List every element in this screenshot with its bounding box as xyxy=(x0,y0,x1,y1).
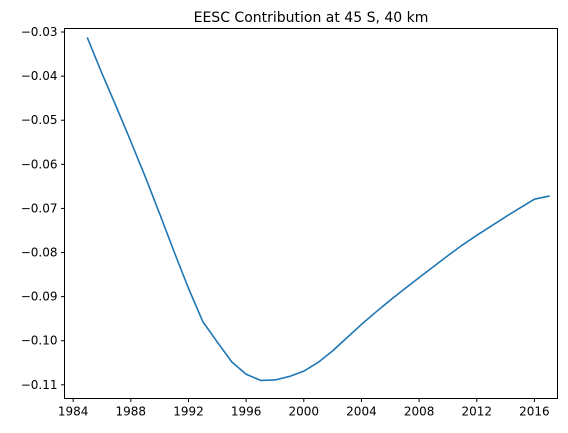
y-tick-label: −0.08 xyxy=(21,246,58,260)
y-tick-label: −0.05 xyxy=(21,113,58,127)
y-tick-label: −0.04 xyxy=(21,69,58,83)
x-tick-label: 2008 xyxy=(404,405,435,419)
series-line xyxy=(86,37,550,382)
x-tick-label: 2004 xyxy=(346,405,377,419)
y-tick-label: −0.09 xyxy=(21,290,58,304)
x-tick-label: 1992 xyxy=(173,405,204,419)
plot-frame xyxy=(64,28,558,399)
y-tick-label: −0.07 xyxy=(21,201,58,215)
x-tick-label: 2000 xyxy=(289,405,320,419)
series-layer xyxy=(86,37,550,382)
axis-ticks: 1984 1988 1992 1996 2000 2004 2008 2012 2016 −0.0… xyxy=(21,25,550,418)
y-tick-label: −0.11 xyxy=(21,378,58,392)
x-tick-label: 1984 xyxy=(58,405,89,419)
x-tick-label: 1996 xyxy=(231,405,262,419)
chart-title: EESC Contribution at 45 S, 40 km xyxy=(194,10,429,26)
x-tick-label: 1988 xyxy=(116,405,147,419)
y-tick-label: −0.03 xyxy=(21,25,58,39)
x-tick-label: 2012 xyxy=(462,405,493,419)
x-tick-label: 2016 xyxy=(519,405,550,419)
y-tick-label: −0.10 xyxy=(21,334,58,348)
y-tick-label: −0.06 xyxy=(21,157,58,171)
